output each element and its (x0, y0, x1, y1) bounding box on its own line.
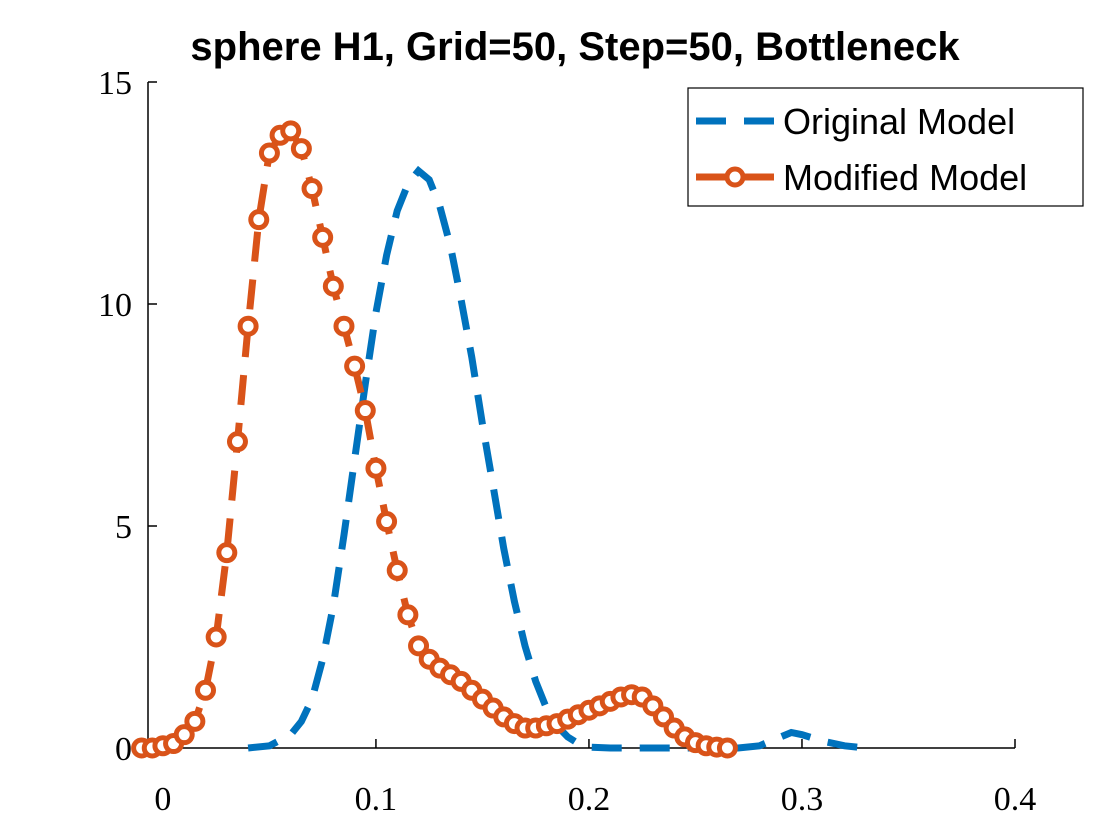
marker (216, 542, 238, 564)
x-tick-label: 0.1 (355, 781, 398, 818)
x-tick-label: 0.2 (568, 781, 611, 818)
marker (258, 142, 280, 164)
y-tick-label: 15 (98, 65, 132, 102)
x-tick-label: 0.4 (994, 781, 1037, 818)
marker (226, 431, 248, 453)
marker (280, 120, 302, 142)
x-tick-label: 0 (154, 781, 171, 818)
marker (376, 511, 398, 533)
chart-title: sphere H1, Grid=50, Step=50, Bottleneck (190, 25, 960, 69)
y-tick-label: 5 (115, 509, 132, 546)
marker (184, 710, 206, 732)
marker (205, 626, 227, 648)
y-tick-label: 10 (98, 287, 132, 324)
y-tick-label: 0 (115, 731, 132, 768)
legend-label: Original Model (783, 101, 1015, 142)
marker (195, 679, 217, 701)
marker (716, 737, 738, 759)
series-line (247, 165, 867, 752)
marker (248, 209, 270, 231)
marker (344, 355, 366, 377)
marker (173, 724, 195, 746)
marker (365, 457, 387, 479)
marker (290, 138, 312, 160)
marker (386, 559, 408, 581)
legend-box (687, 87, 1084, 207)
marker (312, 226, 334, 248)
x-tick-label: 0.3 (781, 781, 824, 818)
marker (333, 315, 355, 337)
marker (301, 178, 323, 200)
legend-marker (724, 166, 746, 188)
marker (397, 604, 419, 626)
marker (237, 315, 259, 337)
marker (408, 635, 430, 657)
legend-label: Modified Model (783, 157, 1027, 198)
marker (354, 400, 376, 422)
marker (322, 275, 344, 297)
